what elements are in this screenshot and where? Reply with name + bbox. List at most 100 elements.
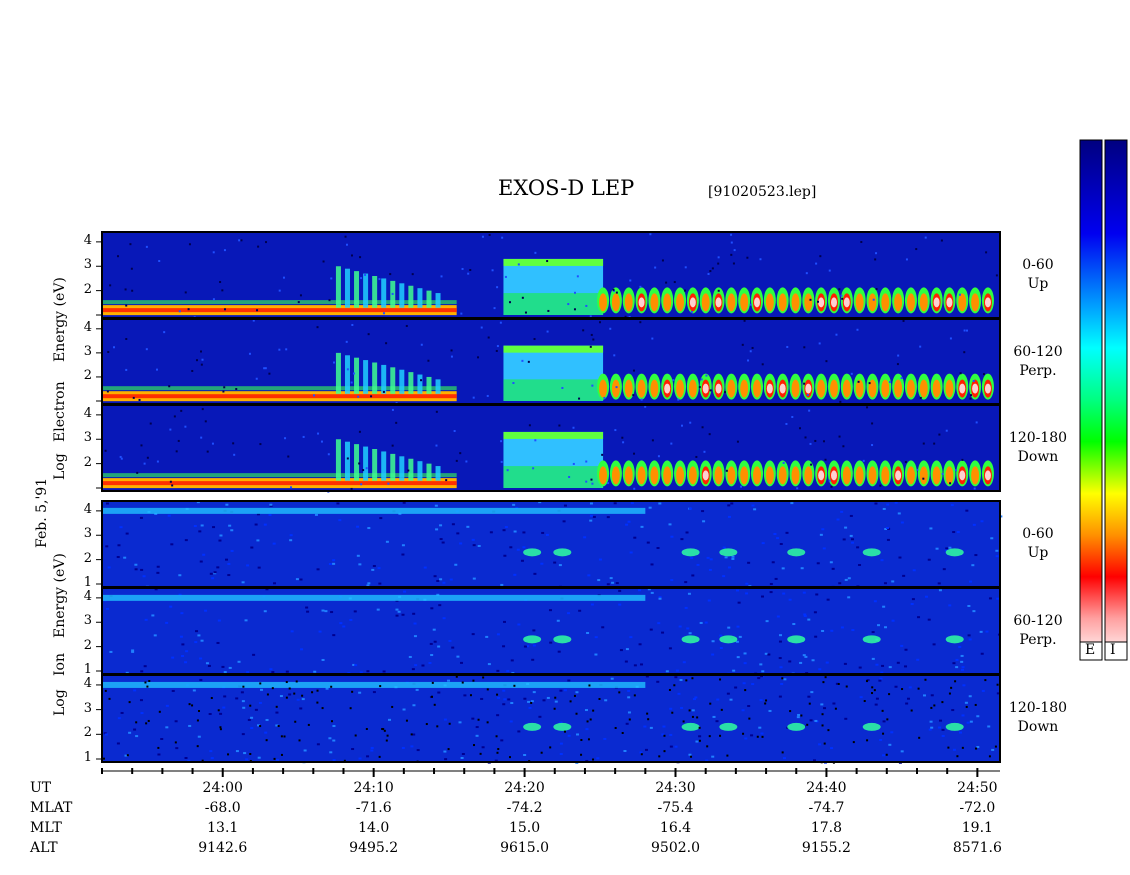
- ion-spot: [862, 548, 881, 557]
- black-speck: [378, 755, 381, 758]
- noise-speck: [891, 580, 895, 583]
- noise-speck: [487, 336, 490, 339]
- noise-speck: [545, 533, 549, 536]
- dispersion-stripe: [372, 276, 378, 308]
- noise-speck: [200, 639, 204, 642]
- noise-speck: [722, 546, 726, 549]
- dispersion-stripe: [372, 449, 378, 481]
- pitch-label-6: 120-180 Down: [1008, 699, 1068, 737]
- noise-speck: [339, 622, 343, 625]
- noise-speck: [736, 589, 740, 592]
- noise-speck: [711, 267, 714, 270]
- noise-speck: [477, 356, 480, 359]
- noise-speck: [601, 453, 604, 456]
- noise-speck: [200, 350, 203, 353]
- noise-speck: [120, 711, 124, 714]
- noise-speck: [502, 620, 506, 623]
- burst-core: [599, 293, 608, 312]
- black-speck: [108, 697, 111, 700]
- noise-speck: [942, 568, 946, 571]
- dispersion-stripe: [335, 439, 341, 481]
- noise-speck: [822, 440, 825, 443]
- noise-speck: [456, 655, 460, 658]
- noise-speck: [171, 689, 175, 692]
- black-speck: [984, 679, 987, 682]
- black-speck: [685, 679, 688, 682]
- noise-speck: [592, 338, 595, 341]
- noise-speck: [259, 443, 262, 446]
- noise-speck: [546, 260, 549, 263]
- noise-speck: [466, 525, 470, 528]
- noise-speck: [362, 469, 365, 472]
- noise-speck: [332, 559, 336, 562]
- black-speck: [285, 696, 288, 699]
- noise-speck: [222, 390, 225, 393]
- noise-speck: [200, 436, 203, 439]
- noise-speck: [385, 540, 389, 543]
- noise-speck: [803, 382, 806, 385]
- noise-speck: [444, 758, 448, 761]
- noise-speck: [188, 724, 192, 727]
- noise-speck: [321, 609, 325, 612]
- noise-speck: [606, 516, 610, 519]
- noise-speck: [233, 453, 236, 456]
- noise-speck: [314, 513, 318, 516]
- ephem-mlt-value: 16.4: [659, 820, 692, 836]
- black-speck: [965, 705, 968, 708]
- burst-core: [842, 379, 851, 398]
- noise-speck: [990, 537, 994, 540]
- noise-speck: [590, 478, 593, 481]
- noise-speck: [412, 704, 416, 707]
- noise-speck: [358, 430, 361, 433]
- black-speck: [554, 696, 557, 699]
- noise-speck: [532, 691, 536, 694]
- noise-speck: [299, 707, 303, 710]
- noise-speck: [275, 724, 279, 727]
- noise-speck: [935, 547, 939, 550]
- y-tick-label: 2: [83, 637, 92, 653]
- black-speck: [886, 718, 889, 721]
- noise-speck: [966, 721, 970, 724]
- ephem-mlt-value: 19.1: [961, 820, 993, 836]
- noise-speck: [181, 655, 185, 658]
- noise-speck: [366, 584, 370, 587]
- noise-speck: [117, 717, 121, 720]
- noise-speck: [174, 720, 178, 723]
- noise-speck: [356, 525, 360, 528]
- noise-speck: [503, 698, 507, 701]
- noise-speck: [682, 661, 686, 664]
- black-speck: [381, 727, 384, 730]
- noise-speck: [471, 633, 475, 636]
- black-speck: [580, 753, 583, 756]
- noise-speck: [330, 277, 333, 280]
- noise-speck: [606, 583, 610, 586]
- noise-speck: [782, 592, 786, 595]
- noise-speck: [153, 634, 157, 637]
- noise-speck: [940, 239, 943, 242]
- noise-speck: [844, 717, 848, 720]
- noise-speck: [475, 734, 479, 737]
- noise-speck: [809, 719, 813, 722]
- noise-speck: [219, 712, 223, 715]
- noise-speck: [117, 544, 121, 547]
- noise-speck: [948, 604, 952, 607]
- noise-speck: [866, 406, 869, 409]
- noise-speck: [501, 236, 504, 239]
- noise-speck: [201, 408, 204, 411]
- noise-speck: [996, 597, 1000, 600]
- noise-speck: [459, 661, 463, 664]
- noise-speck: [818, 668, 822, 671]
- noise-speck: [916, 468, 919, 471]
- burst-core: [906, 293, 915, 312]
- noise-speck: [696, 563, 700, 566]
- noise-speck: [856, 546, 860, 549]
- noise-speck: [540, 562, 544, 565]
- noise-speck: [401, 544, 405, 547]
- noise-speck: [300, 648, 304, 651]
- noise-speck: [684, 289, 687, 292]
- noise-speck: [558, 564, 562, 567]
- black-speck: [486, 688, 489, 691]
- noise-speck: [897, 512, 901, 515]
- black-speck: [821, 713, 824, 716]
- burst-core: [881, 379, 890, 398]
